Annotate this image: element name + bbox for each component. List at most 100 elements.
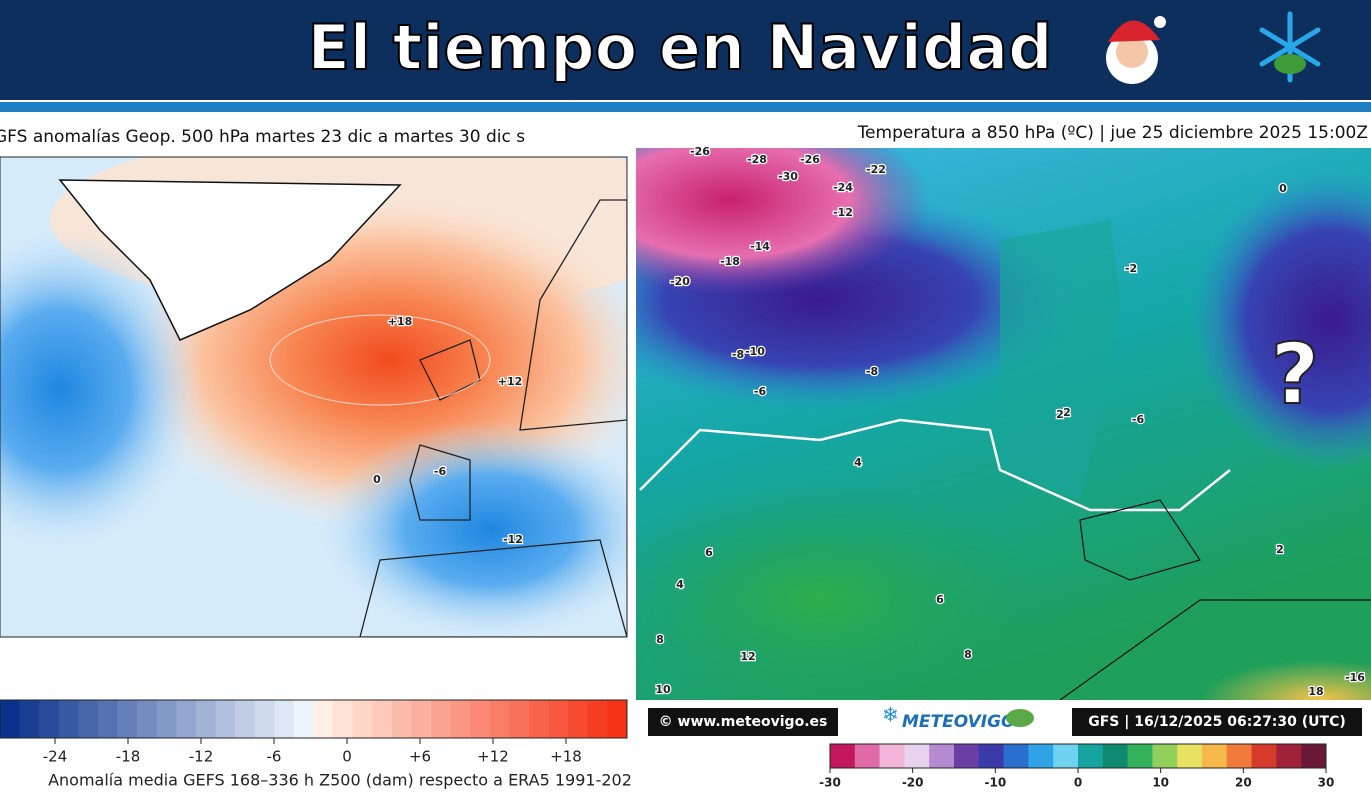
colorbar-cell	[235, 700, 256, 738]
question-mark: ?	[1271, 325, 1320, 423]
colorbar-cell	[19, 700, 40, 738]
colorbar-cell	[39, 700, 60, 738]
left-map-frame	[0, 156, 628, 638]
colorbar-tick-label: -20	[902, 776, 924, 790]
colorbar-cell	[137, 700, 158, 738]
colorbar-cell	[117, 700, 138, 738]
contour-label: 4	[676, 578, 684, 591]
colorbar-cell	[954, 744, 980, 768]
contour-label: 6	[705, 546, 713, 559]
colorbar-cell	[0, 700, 21, 738]
credit: © www.meteovigo.es	[659, 714, 828, 730]
colorbar-cell	[489, 700, 510, 738]
contour-label: +18	[388, 315, 413, 328]
contour-label: 4	[854, 456, 862, 469]
colorbar-tick-label: 30	[1318, 776, 1335, 790]
credit-box	[648, 708, 838, 736]
contour-label: 2	[1276, 543, 1284, 556]
colorbar-cell	[156, 700, 177, 738]
colorbar-tick-label: -24	[43, 748, 68, 766]
contour-label: -26	[690, 145, 710, 158]
contour-label: -28	[747, 153, 767, 166]
left-map: +18 +12 0 -6 -12	[0, 157, 627, 637]
colorbar-cell	[58, 700, 79, 738]
contour-label: -14	[750, 240, 770, 253]
contour-label: 12	[740, 650, 755, 663]
snowflake-logo	[1259, 11, 1321, 83]
colorbar-cell	[411, 700, 432, 738]
contour-label: -8	[732, 348, 744, 361]
colorbar-cell	[391, 700, 412, 738]
colorbar-cell	[254, 700, 275, 738]
colorbar-cell	[470, 700, 491, 738]
contour-label: 8	[964, 648, 972, 661]
colorbar-cell	[215, 700, 236, 738]
contour-label: +12	[498, 375, 523, 388]
colorbar-cell	[1003, 744, 1029, 768]
colorbar-cell	[548, 700, 569, 738]
contour-label: 2	[1063, 406, 1071, 419]
contour-label: -18	[720, 255, 740, 268]
contour-label: 8	[656, 633, 664, 646]
contour-label: -10	[745, 345, 765, 358]
colorbar-tick-label: +12	[477, 748, 509, 766]
right-map	[636, 148, 1371, 700]
colorbar-cell	[1102, 744, 1129, 768]
colorbar-cell	[372, 700, 393, 738]
colorbar-cell	[830, 744, 856, 768]
contour-label: -8	[866, 365, 878, 378]
colorbar-tick-label: -18	[116, 748, 141, 766]
colorbar-cell	[879, 744, 905, 768]
contour-label: -6	[1132, 413, 1145, 426]
contour-label: -12	[833, 206, 853, 219]
brand: METEOVIGO	[902, 712, 1015, 732]
contour-label: 0	[1279, 182, 1287, 195]
left-caption: Anomalía media GEFS 168–336 h Z500 (dam)…	[48, 771, 632, 790]
contour-label: 10	[655, 683, 671, 696]
colorbar-cell	[978, 744, 1005, 768]
contour-label: -16	[1345, 671, 1365, 684]
contour-label: 0	[373, 473, 381, 486]
brand-leaf	[1006, 709, 1034, 727]
colorbar-cell	[176, 700, 197, 738]
contour-label: -2	[1125, 262, 1137, 275]
contour-label: 2	[1056, 408, 1064, 421]
right-contour-labels: -26-28-30-26-24-12-14-18-20-22-10-8-6-8-…	[654, 144, 1366, 700]
colorbar-cell	[854, 744, 881, 768]
colorbar-tick-label: -12	[189, 748, 214, 766]
run: GFS | 16/12/2025 06:27:30 (UTC)	[1088, 714, 1346, 730]
colorbar-cell	[293, 700, 314, 738]
colorbar-cell	[1053, 744, 1079, 768]
colorbar-tick-label: 0	[342, 748, 352, 766]
colorbar-cell	[607, 700, 628, 738]
colorbar-tick-label: -30	[819, 776, 841, 790]
left-colorbar: -24 -18 -12 -6 0 +6 +12 +18	[0, 699, 628, 766]
right-map-title: Temperatura a 850 hPa (ºC) | jue 25 dici…	[857, 123, 1368, 143]
colorbar-cell	[1078, 744, 1104, 768]
colorbar-cell	[1251, 744, 1277, 768]
colorbar-tick-label: 10	[1152, 776, 1169, 790]
colorbar-tick-label: +6	[409, 748, 431, 766]
colorbar-cell	[1226, 744, 1253, 768]
colorbar-cell	[78, 700, 99, 738]
contour-label: -6	[754, 385, 767, 398]
contour-label: -26	[800, 153, 820, 166]
colorbar-cell	[929, 744, 955, 768]
brand-flake: ❄	[882, 703, 899, 727]
colorbar-cell	[1028, 744, 1054, 768]
colorbar-cell	[1301, 744, 1327, 768]
colorbar-tick-label: 0	[1074, 776, 1082, 790]
right-colorbar: -30 -20 -10 0 10 20 30	[819, 743, 1335, 790]
colorbar-cell	[313, 700, 334, 738]
contour-label: 6	[936, 593, 944, 606]
colorbar-tick-label: 20	[1235, 776, 1252, 790]
header-stripe	[0, 102, 1371, 112]
colorbar-cell	[1177, 744, 1203, 768]
colorbar-frame	[0, 699, 628, 739]
colorbar-cell	[352, 700, 373, 738]
colorbar-cell	[1276, 744, 1302, 768]
colorbar-cell	[1152, 744, 1178, 768]
colorbar-cell	[904, 744, 930, 768]
contour-label: -12	[503, 533, 523, 546]
